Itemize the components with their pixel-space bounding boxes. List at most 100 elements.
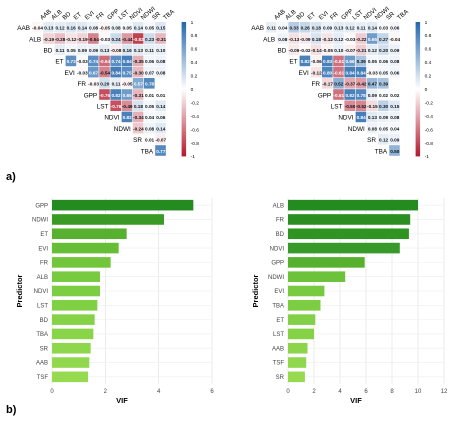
y-tick-label: TSF — [273, 361, 285, 367]
cell-value: -0.15 — [367, 104, 378, 109]
heatmap-cell — [144, 89, 155, 100]
heatmap-cell — [144, 134, 155, 145]
y-tick-label: NDVI — [34, 289, 49, 295]
row-label: TBA — [375, 148, 388, 155]
cell-value: 0.84 — [357, 70, 367, 75]
bar — [52, 285, 100, 297]
heatmap-cell — [88, 44, 99, 55]
heatmap-cell — [366, 55, 378, 67]
y-tick-label: EVI — [274, 289, 284, 295]
heatmap-cell — [144, 33, 155, 44]
cell-value: 0.05 — [379, 126, 389, 131]
heatmap-cell — [355, 78, 367, 89]
cell-value: 0.13 — [334, 26, 344, 31]
heatmap-cell — [121, 33, 133, 44]
x-tick-label: 0 — [50, 389, 54, 395]
cell-value: 0.09 — [89, 48, 99, 53]
column-label: ET — [72, 11, 83, 22]
y-tick-label: AAB — [272, 346, 284, 352]
cell-value: 0.84 — [123, 59, 133, 64]
bar — [288, 242, 400, 254]
heatmap-cell — [333, 89, 344, 100]
cell-value: 0.47 — [368, 82, 378, 87]
cell-value: 0.18 — [312, 26, 322, 31]
heatmap-cell — [299, 44, 311, 55]
cell-value: 0.82 — [301, 59, 311, 64]
cell-value: 0.08 — [145, 126, 155, 131]
row-label: SR — [133, 137, 142, 144]
column-label: BD — [295, 10, 306, 21]
cell-value: 0.82 — [111, 93, 121, 98]
heatmap-cell — [99, 89, 110, 100]
heatmap-cell — [144, 111, 155, 123]
row-label: AAB — [17, 25, 30, 32]
cell-value: -0.03 — [367, 70, 378, 75]
heatmap-cell — [88, 66, 99, 78]
cell-value: -0.44 — [122, 37, 133, 42]
heatmap-cell — [322, 78, 333, 89]
cell-value: -0.42 — [356, 82, 367, 87]
cell-value: 0.78 — [145, 82, 155, 87]
y-tick-label: NDWI — [268, 275, 284, 281]
cell-value: 0.08 — [156, 70, 166, 75]
row-label: NDWI — [114, 126, 131, 133]
heatmap-cell — [144, 22, 155, 33]
heatmap-cell — [322, 44, 333, 55]
legend-tick-label: -0.4 — [191, 114, 200, 120]
y-tick-label: NDWI — [32, 218, 48, 224]
heatmap-cell — [155, 100, 166, 111]
legend-tick-label: -0.8 — [191, 141, 200, 147]
row-label: BD — [44, 47, 53, 54]
bar — [52, 228, 127, 240]
heatmap-cell — [378, 44, 389, 55]
legend-tick-label: 0.6 — [425, 47, 432, 53]
cell-value: 0.13 — [368, 115, 378, 120]
bar — [288, 357, 307, 368]
heatmap-cell — [110, 66, 121, 78]
cell-value: -0.31 — [155, 37, 166, 42]
legend-tick-label: -0.6 — [425, 127, 434, 133]
heatmap-cell — [378, 89, 389, 100]
heatmap-cell — [322, 55, 333, 67]
heatmap-cell — [43, 22, 54, 33]
legend-tick-label: -0.4 — [425, 114, 434, 120]
row-label: FR — [311, 81, 320, 88]
heatmap-cell — [333, 22, 344, 33]
cell-value: 0.14 — [156, 104, 166, 109]
cell-value: -0.22 — [356, 37, 367, 42]
bar — [52, 271, 100, 282]
panel-label-b: b) — [6, 404, 17, 416]
cell-value: 0.24 — [111, 37, 121, 42]
row-label: GPP — [318, 92, 332, 99]
heatmap-cell — [355, 66, 367, 78]
heatmap-cell — [389, 111, 400, 123]
bar — [288, 300, 321, 311]
heatmap-cell — [344, 89, 355, 100]
heatmap-cell — [144, 55, 155, 67]
cell-value: 0.57 — [134, 82, 144, 87]
legend-tick-label: -0.8 — [425, 141, 434, 147]
color-legend-bar — [181, 22, 187, 157]
x-axis-label: VIF — [116, 396, 128, 405]
legend-tick-label: 0.4 — [425, 60, 432, 66]
heatmap-title: EU50km — [350, 0, 390, 3]
bar — [288, 271, 346, 282]
cell-value: -0.35 — [133, 59, 144, 64]
heatmap-cell — [266, 22, 277, 33]
cell-value: 0.12 — [379, 138, 389, 143]
cell-value: 0.14 — [134, 26, 144, 31]
heatmap-cell — [366, 66, 378, 78]
legend-tick-label: -1 — [425, 154, 430, 160]
row-label: NDWI — [348, 126, 365, 133]
cell-value: -0.09 — [300, 37, 311, 42]
heatmap-cell — [378, 22, 389, 33]
heatmap-cell — [389, 145, 400, 156]
cell-value: -0.28 — [55, 37, 66, 42]
heatmap-cell — [366, 33, 378, 44]
correlation-matrix-ip10km: IP10kmAABALBBDETEVIFRGPPLSTNDVINDWISRTBA… — [17, 0, 199, 160]
heatmap-cell — [144, 78, 155, 89]
cell-value: 0.52 — [334, 82, 344, 87]
bar — [288, 328, 314, 340]
heatmap-cell — [54, 22, 65, 33]
cell-value: 0.84 — [345, 70, 355, 75]
